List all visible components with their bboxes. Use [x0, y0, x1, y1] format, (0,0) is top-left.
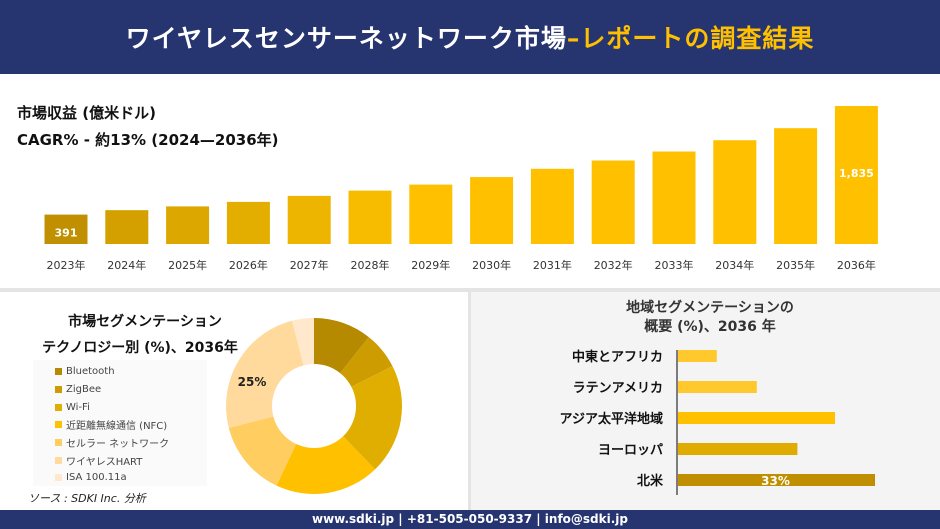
region-title-1: 地域セグメンテーションの — [626, 300, 794, 316]
legend-item: 近距離無線通信 (NFC) — [55, 416, 207, 434]
donut-slice — [340, 337, 393, 387]
region-title-2: 概要 (%)、2036 年 — [644, 319, 776, 335]
technology-donut-chart: 25% — [226, 318, 402, 494]
bar-2029年 — [409, 184, 453, 244]
bar-ヨーロッパ — [678, 443, 798, 455]
legend-swatch — [55, 403, 62, 411]
category-label: アジア太平洋地域 — [560, 411, 663, 427]
title-highlight: –レポートの調査結果 — [566, 24, 815, 53]
footer-contact: www.sdki.jp | +81-505-050-9337 | info@sd… — [0, 510, 940, 529]
category-label: 北米 — [637, 473, 664, 489]
legend-label: セルラー ネットワーク — [66, 439, 170, 451]
bar-2030年 — [470, 177, 514, 244]
x-tick-label: 2034年 — [715, 258, 754, 272]
legend-label: Bluetooth — [66, 366, 115, 378]
tech-legend: Bluetooth ZigBee Wi-Fi 近距離無線通信 (NFC) セルラー ネッ… — [33, 360, 207, 486]
donut-slice — [226, 320, 304, 428]
x-tick-label: 2024年 — [107, 258, 146, 272]
donut-slice — [276, 436, 376, 494]
category-label: ヨーロッパ — [598, 443, 663, 458]
revenue-label: 市場収益 (億米ドル) — [17, 104, 156, 122]
cagr-label: CAGR% - 約13% (2024—2036年) — [17, 131, 279, 149]
donut-data-label: 25% — [238, 375, 267, 389]
legend-item: ISA 100.11a — [55, 469, 207, 487]
x-tick-label: 2030年 — [472, 258, 511, 272]
x-tick-label: 2035年 — [776, 258, 815, 272]
legend-item: ZigBee — [55, 381, 207, 399]
donut-slice — [228, 416, 297, 486]
tech-title-2: テクノロジー別 (%)、2036年 — [42, 340, 238, 356]
data-label: 1,835 — [839, 167, 874, 180]
data-label: 33% — [761, 474, 790, 488]
legend-swatch — [55, 368, 62, 376]
bar-2026年 — [226, 201, 270, 244]
x-tick-label: 2026年 — [229, 258, 268, 272]
x-tick-label: 2029年 — [411, 258, 450, 272]
donut-slice — [314, 318, 369, 374]
bar-2033年 — [652, 151, 696, 244]
region-segment-panel — [471, 292, 940, 510]
legend-label: ISA 100.11a — [66, 472, 127, 484]
legend-label: ZigBee — [66, 384, 102, 396]
tech-title-1: 市場セグメンテーション — [68, 314, 222, 330]
legend-item: セルラー ネットワーク — [55, 434, 207, 452]
bar-2034年 — [713, 140, 757, 244]
title-main: ワイヤレスセンサーネットワーク市場 — [125, 24, 567, 53]
bar-2035年 — [774, 128, 818, 244]
legend-item: ワイヤレスHART — [55, 451, 207, 469]
bar-2032年 — [591, 160, 635, 244]
legend-label: ワイヤレスHART — [66, 456, 143, 468]
data-label: 391 — [55, 227, 78, 240]
category-label: 中東とアフリカ — [572, 349, 663, 365]
x-tick-label: 2036年 — [837, 258, 876, 272]
donut-slice — [343, 366, 402, 470]
bar-北米 — [678, 474, 876, 486]
revenue-bar-chart: 2023年 391 2024年 2025年 2026年 2027年 2028年 2029年 20… — [44, 106, 878, 272]
page-header: ワイヤレスセンサーネットワーク市場 –レポートの調査結果 — [0, 0, 940, 74]
x-tick-label: 2031年 — [533, 258, 572, 272]
x-tick-label: 2023年 — [47, 258, 86, 272]
bar-2023年 — [44, 214, 88, 244]
legend-swatch — [55, 474, 62, 482]
x-tick-label: 2033年 — [655, 258, 694, 272]
category-label: ラテンアメリカ — [573, 381, 663, 396]
bar-2025年 — [166, 206, 210, 244]
panel-separator — [468, 292, 471, 510]
bar-ラテンアメリカ — [678, 381, 757, 393]
bar-2031年 — [530, 168, 574, 244]
donut-slice — [292, 318, 314, 366]
legend-item: Bluetooth — [55, 363, 207, 381]
divider — [0, 288, 940, 292]
legend-label: Wi-Fi — [66, 401, 90, 413]
legend-swatch — [55, 421, 62, 429]
bar-中東とアフリカ — [678, 350, 717, 362]
legend-item: Wi-Fi — [55, 398, 207, 416]
legend-label: 近距離無線通信 (NFC) — [66, 421, 168, 433]
x-tick-label: 2032年 — [594, 258, 633, 272]
x-tick-label: 2025年 — [168, 258, 207, 272]
legend-swatch — [55, 456, 62, 464]
x-tick-label: 2028年 — [351, 258, 390, 272]
bar-2036年 — [834, 106, 878, 244]
bar-2028年 — [348, 190, 392, 244]
bar-2027年 — [287, 195, 331, 244]
bar-2024年 — [105, 210, 149, 244]
source-note: ソース : SDKI Inc. 分析 — [28, 492, 146, 505]
x-tick-label: 2027年 — [290, 258, 329, 272]
legend-swatch — [55, 439, 62, 447]
legend-swatch — [55, 386, 62, 394]
bar-アジア太平洋地域 — [678, 412, 836, 424]
